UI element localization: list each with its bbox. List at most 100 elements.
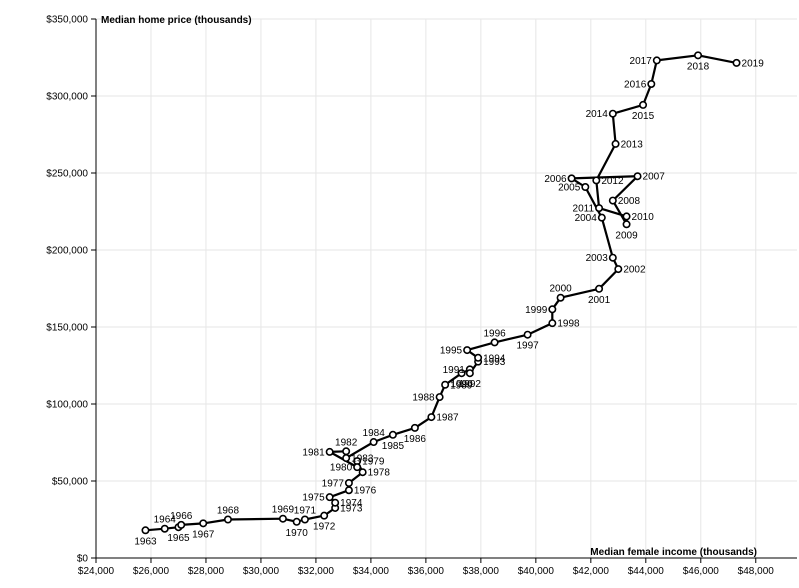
series-line	[145, 54, 737, 532]
data-point-2008	[608, 196, 617, 205]
data-point-1970	[292, 517, 301, 526]
data-points	[141, 51, 741, 535]
data-point-1981	[325, 447, 334, 456]
y-tick-label: $200,000	[46, 246, 88, 257]
data-point-1975	[325, 493, 334, 502]
data-point-2002	[614, 265, 623, 274]
data-point-2019	[732, 58, 741, 67]
point-label-1978: 1978	[368, 468, 391, 479]
data-point-2011	[595, 204, 604, 213]
data-point-1976	[344, 486, 353, 495]
point-label-1980: 1980	[330, 463, 353, 474]
data-point-2013	[611, 139, 620, 148]
x-tick-label: $38,000	[463, 566, 500, 577]
data-point-1996	[490, 338, 499, 347]
point-label-2016: 2016	[624, 79, 647, 90]
data-point-2018	[694, 51, 703, 60]
point-label-2003: 2003	[586, 253, 609, 264]
data-point-1984	[369, 438, 378, 447]
data-point-1995	[463, 346, 472, 355]
data-point-1989	[441, 380, 450, 389]
data-point-1978	[358, 468, 367, 477]
x-tick-label: $34,000	[353, 566, 390, 577]
y-tick-label: $250,000	[46, 169, 88, 180]
x-axis-ticks: $24,000 $26,000 $28,000 $30,000 $32,000 $34,0…	[78, 558, 774, 577]
data-point-1977	[344, 479, 353, 488]
data-point-1987	[427, 413, 436, 422]
point-label-1970: 1970	[286, 528, 309, 539]
y-tick-label: $100,000	[46, 400, 88, 411]
point-label-1993: 1993	[483, 357, 506, 368]
point-label-2001: 2001	[588, 295, 611, 306]
data-point-1994	[474, 353, 483, 362]
x-tick-label: $46,000	[683, 566, 720, 577]
point-label-1985: 1985	[382, 441, 405, 452]
point-label-1991: 1991	[443, 365, 466, 376]
point-label-2006: 2006	[544, 174, 567, 185]
point-label-1986: 1986	[404, 434, 427, 445]
data-point-2000	[556, 293, 565, 302]
data-point-2015	[639, 100, 648, 109]
point-label-1966: 1966	[170, 511, 193, 522]
data-point-1968	[223, 515, 232, 524]
y-axis-ticks: $0 $50,000 $100,000 $150,000 $200,000 $250,00…	[46, 15, 96, 565]
data-point-2007	[633, 172, 642, 181]
point-label-2018: 2018	[687, 61, 710, 72]
point-label-1990: 1990	[450, 379, 473, 390]
point-label-1969: 1969	[272, 505, 295, 516]
data-point-1986	[410, 423, 419, 432]
y-tick-label: $300,000	[46, 92, 88, 103]
data-point-1966	[177, 520, 186, 529]
point-label-1983: 1983	[351, 454, 374, 465]
point-label-1984: 1984	[363, 428, 386, 439]
data-point-2017	[652, 56, 661, 65]
data-point-2012	[592, 176, 601, 185]
point-label-1968: 1968	[217, 506, 240, 517]
point-label-2014: 2014	[586, 109, 609, 120]
point-label-2005: 2005	[558, 183, 581, 194]
y-axis-title: Median home price (thousands)	[101, 15, 252, 26]
point-label-1981: 1981	[302, 447, 325, 458]
point-label-1995: 1995	[440, 346, 463, 357]
data-point-2004	[597, 213, 606, 222]
x-tick-label: $32,000	[298, 566, 335, 577]
data-point-1963	[141, 526, 150, 535]
point-label-2007: 2007	[643, 172, 666, 183]
data-point-1997	[523, 330, 532, 339]
data-point-1971	[300, 515, 309, 524]
point-label-1996: 1996	[483, 328, 506, 339]
x-tick-label: $26,000	[133, 566, 170, 577]
point-label-1976: 1976	[354, 486, 377, 497]
y-tick-label: $0	[77, 554, 89, 565]
point-label-2017: 2017	[630, 56, 653, 67]
data-point-1982	[342, 447, 351, 456]
point-label-1977: 1977	[322, 479, 345, 490]
point-label-1974: 1974	[340, 498, 363, 509]
point-label-1994: 1994	[483, 353, 506, 364]
x-tick-label: $42,000	[573, 566, 610, 577]
point-label-1987: 1987	[436, 413, 459, 424]
x-tick-label: $30,000	[243, 566, 280, 577]
point-label-1992: 1992	[459, 379, 482, 390]
data-point-1983	[342, 454, 351, 463]
x-tick-label: $24,000	[78, 566, 115, 577]
y-tick-label: $350,000	[46, 15, 88, 26]
data-point-1980	[353, 463, 362, 472]
point-label-2002: 2002	[623, 265, 646, 276]
data-point-2001	[595, 284, 604, 293]
point-label-2008: 2008	[618, 196, 641, 207]
point-label-2009: 2009	[615, 230, 638, 241]
point-label-1973: 1973	[340, 503, 363, 514]
data-point-1992	[465, 369, 474, 378]
data-point-1998	[548, 319, 557, 328]
data-point-2014	[608, 109, 617, 118]
point-label-2004: 2004	[575, 213, 598, 224]
point-label-2019: 2019	[742, 58, 765, 69]
point-label-1997: 1997	[516, 341, 539, 352]
data-point-1990	[457, 369, 466, 378]
point-label-1964: 1964	[154, 515, 177, 526]
point-label-1999: 1999	[525, 305, 548, 316]
data-point-2003	[608, 253, 617, 262]
data-point-1985	[388, 430, 397, 439]
x-tick-label: $40,000	[518, 566, 555, 577]
